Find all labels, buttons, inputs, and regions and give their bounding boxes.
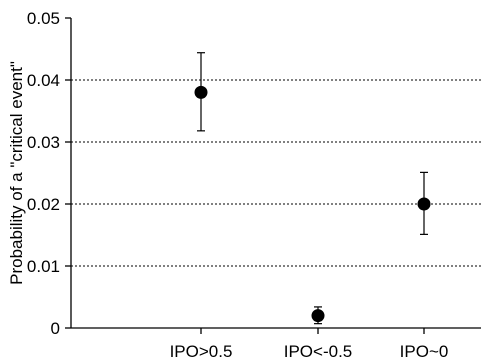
x-tick-label: IPO>0.5 — [170, 342, 233, 361]
axes — [70, 18, 481, 329]
x-tick-label: IPO~0 — [400, 342, 449, 361]
data-point — [311, 309, 325, 323]
data-point — [194, 85, 208, 99]
x-tick-label: IPO<-0.5 — [284, 342, 353, 361]
y-tick-label: 0.04 — [27, 71, 60, 90]
y-ticks: 0 0.01 0.02 0.03 0.04 0.05 IPO>0.5 IPO<-0.5 IPO~… — [27, 9, 448, 361]
y-tick-label: 0.01 — [27, 257, 60, 276]
y-tick-label: 0.02 — [27, 195, 60, 214]
y-tick-label: 0.03 — [27, 133, 60, 152]
y-tick-label: 0 — [51, 319, 60, 338]
data-marks — [194, 52, 431, 325]
gridlines — [71, 79, 481, 267]
y-axis-title: Probability of a "critical event" — [7, 61, 26, 285]
y-tick-label: 0.05 — [27, 9, 60, 28]
data-point — [417, 197, 431, 211]
